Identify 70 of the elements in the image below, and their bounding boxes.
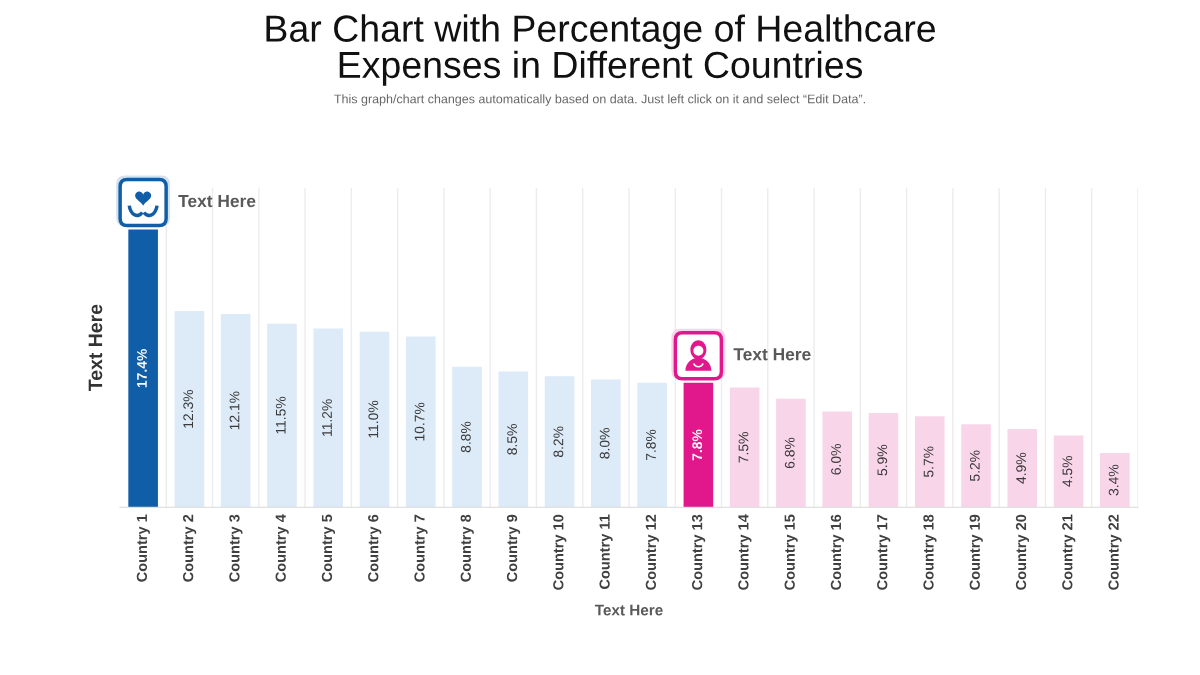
x-tick-label: Country 5 (321, 514, 336, 582)
data-label: 5.9% (877, 444, 888, 476)
x-tick-label: Country 16 (830, 514, 844, 590)
x-tick-label: Country 22 (1108, 514, 1122, 590)
bar (267, 323, 297, 508)
data-label: 11.0% (368, 400, 379, 438)
bar (1100, 452, 1130, 508)
data-label: 4.5% (1062, 456, 1073, 487)
data-label: 11.5% (275, 396, 286, 434)
x-tick-label: Country 12 (645, 514, 659, 590)
data-label: 4.9% (1016, 452, 1027, 484)
x-tick-label: Country 21 (1062, 514, 1076, 590)
data-label: 7.5% (738, 432, 749, 463)
x-tick-label: Country 8 (460, 514, 474, 582)
bar (637, 382, 667, 508)
bar (174, 310, 205, 508)
bar (961, 424, 991, 508)
bar (220, 314, 251, 508)
x-tick-label: Country 13 (691, 514, 706, 590)
annotation: Text Here (178, 195, 256, 208)
bar (591, 379, 621, 508)
x-tick-label: Country 20 (1015, 514, 1030, 590)
x-tick-label: Country 14 (738, 514, 752, 590)
data-label: 8.2% (553, 426, 564, 458)
x-tick-label: Country 19 (969, 514, 983, 590)
bar (822, 411, 853, 508)
bar (868, 413, 899, 508)
data-label: 7.8% (692, 429, 703, 461)
x-tick-label: Country 17 (877, 514, 891, 590)
x-tick-label: Country 4 (275, 514, 289, 582)
data-label: 8.0% (599, 428, 610, 459)
data-label: 5.7% (923, 446, 934, 478)
bar (313, 328, 344, 508)
bar (776, 398, 806, 508)
x-tick-label: Country 18 (923, 514, 937, 590)
data-label: 6.0% (831, 444, 841, 475)
bar (1053, 435, 1084, 508)
bar (544, 376, 575, 508)
data-label: 11.2% (322, 399, 332, 436)
data-label: 6.8% (784, 437, 795, 469)
data-label: 10.7% (414, 402, 425, 441)
bar (359, 331, 390, 508)
data-label: 5.2% (969, 450, 980, 482)
x-tick-label: Country 15 (784, 514, 798, 590)
bar (452, 366, 482, 508)
bar (729, 387, 760, 508)
data-label: 3.4% (1108, 464, 1119, 496)
x-tick-label: Country 11 (599, 514, 613, 589)
bar (1007, 429, 1038, 508)
x-tick-label: Country 9 (506, 514, 521, 582)
data-label: 12.3% (183, 389, 194, 428)
annotation: Text Here (733, 348, 811, 361)
y-axis-title: Text Here (88, 304, 103, 391)
x-axis-title: Text Here (594, 604, 663, 616)
chart-title: Bar Chart with Percentage of Healthcare Expenses in Different Countries (266, 14, 935, 86)
data-label: 8.8% (460, 421, 471, 453)
bar (405, 336, 436, 508)
bar (914, 416, 945, 508)
data-label: 8.5% (507, 424, 518, 455)
x-tick-label: Country 7 (414, 514, 428, 582)
x-tick-label: Country 3 (229, 514, 243, 582)
x-tick-label: Country 1 (136, 514, 150, 582)
bar (498, 371, 529, 508)
data-label: 7.8% (646, 429, 656, 461)
data-label: 12.1% (229, 391, 240, 430)
x-tick-label: Country 2 (182, 514, 197, 582)
data-label: 17.4% (137, 349, 147, 388)
chart-subtitle: This graph/chart changes automatically based on data. Just left click on it and select “Edit Data”. (334, 94, 865, 106)
x-tick-label: Country 6 (368, 514, 382, 582)
x-tick-label: Country 10 (553, 514, 567, 590)
